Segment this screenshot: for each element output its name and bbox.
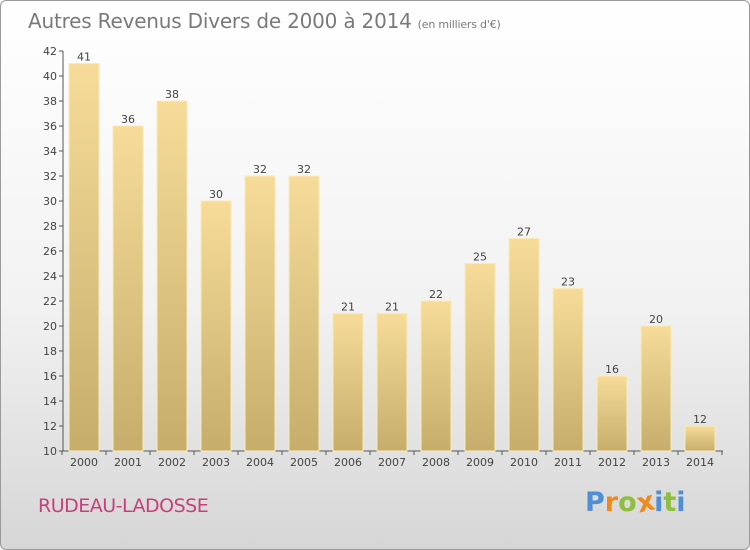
y-tick-label: 18 (43, 345, 57, 358)
x-tick-label: 2014 (686, 456, 714, 469)
bar-value-label: 21 (385, 301, 399, 314)
x-tick-label: 2010 (510, 456, 538, 469)
y-tick-label: 20 (43, 320, 57, 333)
chart-title-text: Autres Revenus Divers de 2000 à 2014 (28, 9, 412, 33)
bar-value-label: 20 (649, 313, 663, 326)
y-tick-label: 14 (43, 395, 57, 408)
x-tick-label: 2013 (642, 456, 670, 469)
y-tick-label: 12 (43, 420, 57, 433)
logo-letter: t (663, 487, 677, 518)
bar (244, 175, 276, 452)
bar (332, 313, 364, 452)
bar (376, 313, 408, 452)
y-tick-label: 28 (43, 220, 57, 233)
y-tick-label: 22 (43, 295, 57, 308)
bar-value-label: 21 (341, 301, 355, 314)
y-tick-label: 42 (43, 45, 57, 58)
bar (640, 325, 672, 452)
proxiti-logo: Proxiti (585, 486, 686, 520)
bar-value-label: 12 (693, 413, 707, 426)
bar (552, 288, 584, 452)
x-tick-label: 2000 (70, 456, 98, 469)
y-tick-label: 24 (43, 270, 57, 283)
bar (156, 100, 188, 452)
logo-letter: i (676, 487, 686, 518)
bar (596, 375, 628, 452)
place-name: RUDEAU-LADOSSE (38, 495, 209, 517)
x-tick-label: 2006 (334, 456, 362, 469)
y-tick-label: 32 (43, 170, 57, 183)
bar-value-label: 23 (561, 276, 575, 289)
x-tick-label: 2002 (158, 456, 186, 469)
x-tick-label: 2011 (554, 456, 582, 469)
y-tick-label: 10 (43, 445, 57, 458)
x-tick-label: 2012 (598, 456, 626, 469)
x-tick-label: 2005 (290, 456, 318, 469)
bar-value-label: 32 (253, 163, 267, 176)
bar-value-label: 38 (165, 88, 179, 101)
bar (684, 425, 716, 452)
bar (508, 238, 540, 452)
y-tick-label: 36 (43, 120, 57, 133)
bar-value-label: 22 (429, 288, 443, 301)
logo-letter: i (654, 487, 664, 518)
y-tick-label: 38 (43, 95, 57, 108)
logo-letter: o (618, 487, 637, 518)
logo-letter: P (585, 487, 605, 518)
bar-value-label: 36 (121, 113, 135, 126)
bar-value-label: 41 (77, 51, 91, 64)
bar-value-label: 16 (605, 363, 619, 376)
bar (68, 63, 100, 452)
bar-value-label: 25 (473, 251, 487, 264)
x-tick-label: 2009 (466, 456, 494, 469)
y-tick-label: 26 (43, 245, 57, 258)
chart-title: Autres Revenus Divers de 2000 à 2014 (en … (28, 9, 501, 33)
bar (200, 200, 232, 452)
bar-value-label: 32 (297, 163, 311, 176)
x-tick-label: 2007 (378, 456, 406, 469)
x-tick-label: 2008 (422, 456, 450, 469)
x-tick-label: 2001 (114, 456, 142, 469)
bar (288, 175, 320, 452)
y-tick-label: 16 (43, 370, 57, 383)
chart-subtitle: (en milliers d'€) (417, 18, 501, 31)
y-tick-label: 40 (43, 70, 57, 83)
bar (112, 125, 144, 452)
y-tick-label: 34 (43, 145, 57, 158)
x-tick-label: 2003 (202, 456, 230, 469)
logo-letter: r (604, 487, 619, 518)
bar-value-label: 30 (209, 188, 223, 201)
y-tick-label: 30 (43, 195, 57, 208)
x-tick-label: 2004 (246, 456, 274, 469)
bar-value-label: 27 (517, 226, 531, 239)
bar (464, 263, 496, 452)
bar (420, 300, 452, 452)
